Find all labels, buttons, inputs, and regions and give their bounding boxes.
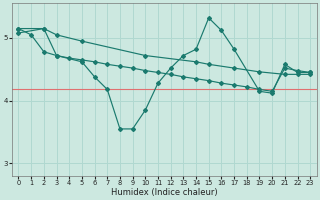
X-axis label: Humidex (Indice chaleur): Humidex (Indice chaleur) — [111, 188, 218, 197]
